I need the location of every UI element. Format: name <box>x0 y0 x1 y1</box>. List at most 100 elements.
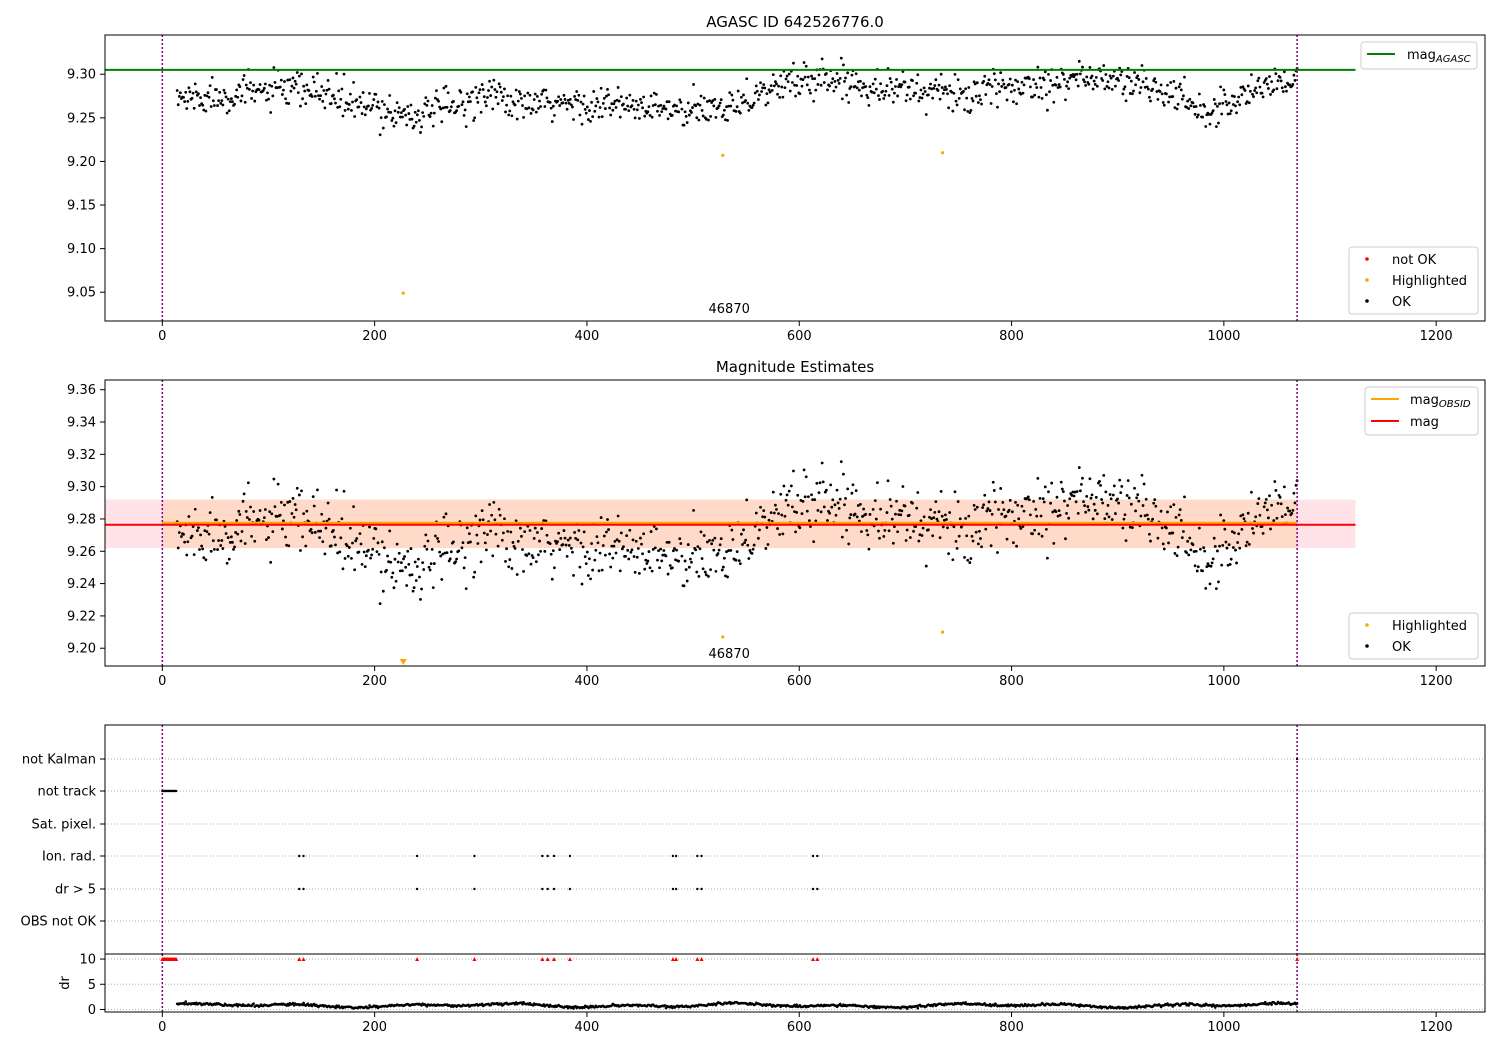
ok-point <box>1076 511 1080 515</box>
ok-point <box>1264 497 1268 501</box>
ok-point <box>323 106 327 110</box>
ok-point <box>297 74 301 78</box>
ok-point <box>834 85 838 89</box>
ok-point <box>721 565 725 569</box>
ok-point <box>342 72 346 76</box>
ok-point <box>409 103 413 107</box>
ok-point <box>331 93 335 97</box>
dr-clipped-marker <box>699 957 704 962</box>
ok-point <box>1279 79 1283 83</box>
ok-point <box>438 105 442 109</box>
highlighted-point <box>401 291 405 295</box>
ok-point <box>601 101 605 105</box>
ok-point <box>763 515 767 519</box>
ok-point <box>207 532 211 536</box>
top-xtick-label: 200 <box>362 329 387 344</box>
ok-point <box>1037 532 1041 536</box>
ok-point <box>525 107 529 111</box>
legend-item-label: OK <box>1392 640 1411 655</box>
ion-rad-point <box>415 854 419 858</box>
ok-point <box>882 535 886 538</box>
ok-point <box>569 546 573 550</box>
top-ytick-label: 9.30 <box>67 68 96 83</box>
ok-point <box>1129 79 1133 83</box>
ok-point <box>635 555 639 559</box>
ok-point <box>679 542 683 545</box>
ok-point <box>466 541 470 545</box>
ok-point <box>334 101 337 105</box>
ok-point <box>667 100 671 104</box>
ok-point <box>562 529 566 532</box>
ok-point <box>899 513 903 517</box>
ok-point <box>397 551 401 555</box>
ok-point <box>917 539 921 543</box>
ok-point <box>248 518 251 521</box>
ok-point <box>573 531 576 534</box>
ok-point <box>795 511 799 514</box>
ok-point <box>539 549 542 553</box>
ok-point <box>402 557 405 561</box>
ok-point <box>1146 517 1150 521</box>
ok-point <box>1167 100 1170 104</box>
ok-point <box>1127 76 1131 80</box>
dr-point <box>1270 1003 1273 1006</box>
ok-point <box>440 120 444 124</box>
ok-point <box>238 513 242 516</box>
ok-point <box>1063 499 1066 503</box>
dr5-point <box>700 887 703 891</box>
ok-point <box>754 511 758 515</box>
ok-point <box>712 548 716 552</box>
ion-rad-point <box>568 854 572 858</box>
ok-point <box>1035 514 1039 518</box>
ok-point <box>1082 500 1085 504</box>
ok-point <box>972 80 976 84</box>
ok-point <box>650 115 654 119</box>
ok-point <box>746 543 750 547</box>
ok-point <box>176 546 180 550</box>
ok-point <box>1162 103 1166 107</box>
ok-point <box>529 562 533 566</box>
ok-point <box>234 531 238 534</box>
ok-point <box>266 91 269 95</box>
ok-point <box>568 536 572 540</box>
ok-point <box>661 107 665 110</box>
ok-point <box>401 569 404 573</box>
ok-point <box>581 102 585 106</box>
ok-point <box>1010 510 1014 514</box>
dr5-point <box>546 887 549 891</box>
ok-point <box>1014 78 1017 82</box>
ok-point <box>190 96 194 100</box>
dr-point <box>582 1006 586 1010</box>
ok-point <box>249 505 252 509</box>
ok-point <box>724 118 727 122</box>
ok-point <box>1129 502 1133 506</box>
ok-point <box>351 541 354 545</box>
dr-xtick-label: 1000 <box>1207 1020 1240 1035</box>
ok-point <box>498 513 502 517</box>
ok-point <box>1254 515 1258 519</box>
ok-point <box>329 544 333 548</box>
ok-point <box>1148 532 1151 536</box>
ok-point <box>215 518 218 522</box>
ok-point <box>986 82 990 85</box>
ok-point <box>564 543 568 547</box>
ok-point <box>1261 95 1265 99</box>
ok-point <box>853 512 857 516</box>
ok-point <box>1142 482 1146 486</box>
ok-point <box>819 83 823 87</box>
ok-point <box>1061 72 1065 76</box>
ok-point <box>803 75 807 79</box>
ok-point <box>968 561 972 564</box>
ok-point <box>1038 496 1042 500</box>
ok-point <box>699 94 703 98</box>
ok-point <box>929 508 932 512</box>
ok-point <box>455 557 459 561</box>
ok-point <box>201 547 205 551</box>
top-legend-upper-frame <box>1360 41 1478 70</box>
ok-point <box>463 108 467 112</box>
ok-point <box>868 513 872 516</box>
ok-point <box>1084 84 1088 87</box>
ok-point <box>177 94 181 98</box>
ok-point <box>695 570 699 574</box>
